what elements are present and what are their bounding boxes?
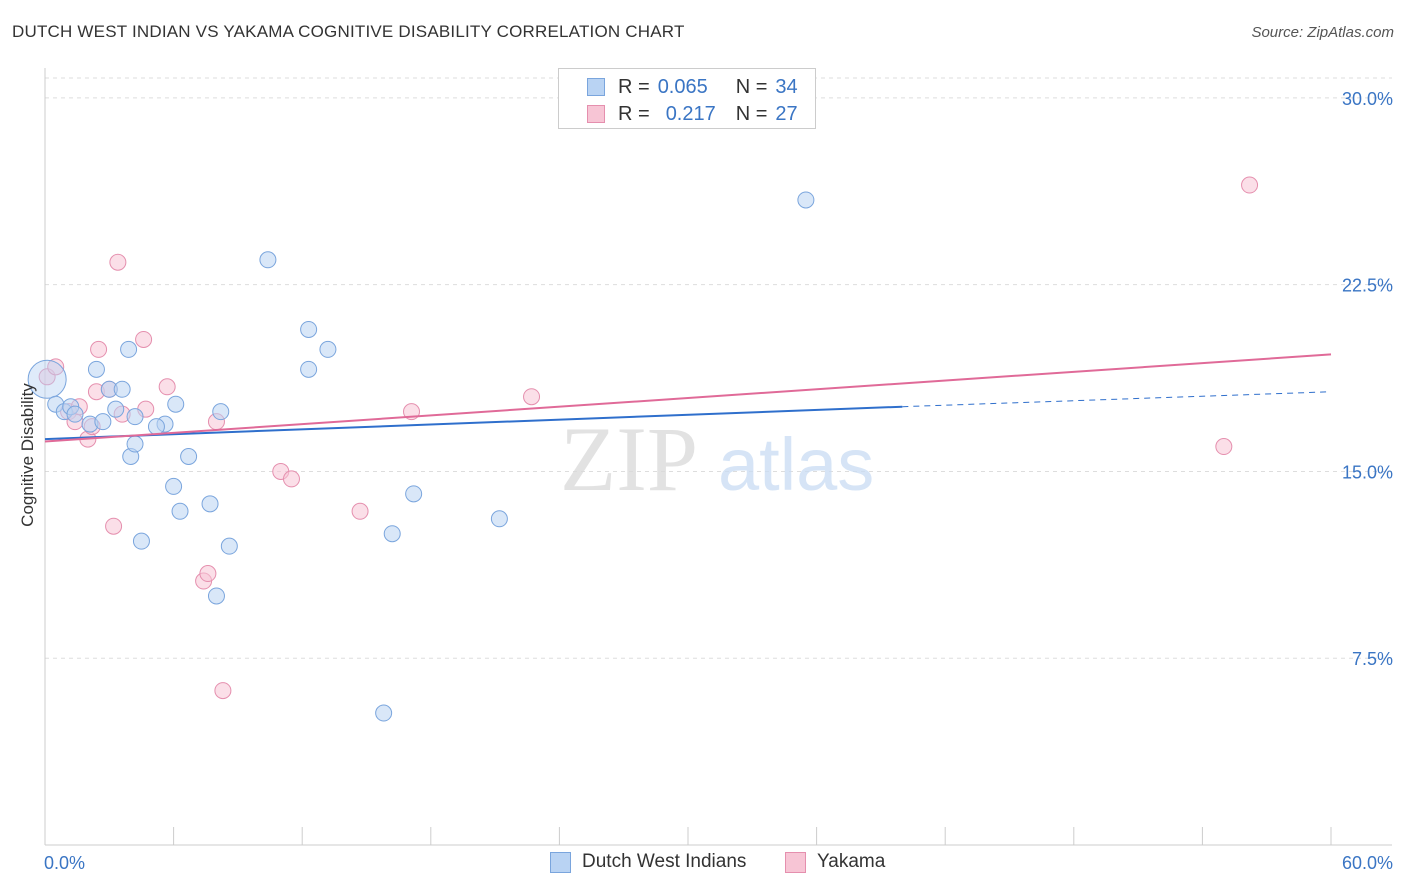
legend-n-label: N = xyxy=(735,75,768,98)
watermark: ZIP atlas xyxy=(560,408,874,510)
yakama-point xyxy=(351,502,369,520)
legend-item-dutch-west-indians: Dutch West Indians xyxy=(550,851,746,873)
yakama-point xyxy=(109,253,127,271)
y-tick-label: 15.0% xyxy=(1342,462,1393,482)
yakama-point xyxy=(1241,176,1259,194)
dutch-west-indian-point xyxy=(120,340,138,358)
yakama-point xyxy=(105,517,123,535)
legend-r-label: R = xyxy=(618,102,650,125)
watermark-zip: ZIP xyxy=(560,408,698,510)
dutch-west-indian-point xyxy=(220,537,238,555)
dutch-west-indian-point xyxy=(132,532,150,550)
dutch-west-indian-point xyxy=(797,191,815,209)
legend-row-yakama: R = 0.217 N = 27 xyxy=(559,100,798,128)
dutch-west-indian-point xyxy=(259,251,277,269)
y-axis-title: Cognitive Disability xyxy=(18,383,37,527)
legend-n-label: N = xyxy=(735,102,768,125)
yakama-point xyxy=(199,565,217,583)
legend-r-value: 0.065 xyxy=(657,75,708,98)
dutch-west-indian-point xyxy=(300,360,318,378)
legend-swatch-dutch xyxy=(587,78,605,96)
tick-labels: 7.5% 15.0% 22.5% 30.0% 0.0% 60.0% xyxy=(44,89,1393,873)
x-tick-label: 60.0% xyxy=(1342,853,1393,873)
legend-r-label: R = xyxy=(618,75,650,98)
dutch-west-indian-points xyxy=(27,191,815,722)
dutch-west-indian-point xyxy=(383,525,401,543)
yakama-point xyxy=(523,388,541,406)
yakama-point xyxy=(1215,438,1233,456)
dutch-west-indian-point xyxy=(94,413,112,431)
legend-row-dutch: R = 0.065 N = 34 xyxy=(559,73,798,101)
dutch-west-indian-point xyxy=(300,320,318,338)
yakama-trend-line xyxy=(44,353,1332,443)
dutch-west-indian-point xyxy=(66,405,84,423)
watermark-atlas: atlas xyxy=(718,423,874,506)
dutch-west-indian-point xyxy=(126,408,144,426)
yakama-point xyxy=(135,330,153,348)
y-tick-label: 7.5% xyxy=(1352,649,1393,669)
dutch-west-indian-point xyxy=(171,502,189,520)
legend-swatch-yakama xyxy=(785,851,806,873)
legend-n-value: 27 xyxy=(775,102,798,125)
dutch-trend-extension xyxy=(902,391,1332,408)
y-tick-label: 22.5% xyxy=(1342,276,1393,296)
dutch-west-indian-point xyxy=(319,340,337,358)
dutch-west-indian-point xyxy=(27,359,67,399)
axes xyxy=(44,68,1392,846)
dutch-west-indian-point xyxy=(87,360,105,378)
dutch-west-indian-point xyxy=(167,395,185,413)
y-tick-label: 30.0% xyxy=(1342,89,1393,109)
source-label: Source: ZipAtlas.com xyxy=(1251,24,1394,41)
dutch-west-indian-point xyxy=(113,380,131,398)
trend-lines xyxy=(44,353,1332,443)
yakama-point xyxy=(282,470,300,488)
legend-item-yakama: Yakama xyxy=(785,851,885,873)
yakama-point xyxy=(214,682,232,700)
dutch-west-indian-point xyxy=(201,495,219,513)
dutch-west-indian-point xyxy=(165,477,183,495)
yakama-point xyxy=(90,340,108,358)
grid-lines xyxy=(45,77,1392,659)
dutch-west-indian-point xyxy=(207,587,225,605)
x-tick-label: 0.0% xyxy=(44,853,85,873)
chart-title: DUTCH WEST INDIAN VS YAKAMA COGNITIVE DI… xyxy=(12,22,685,41)
dutch-west-indian-point xyxy=(147,418,165,436)
legend-n-value: 34 xyxy=(775,75,798,98)
dutch-west-indian-point xyxy=(126,435,144,453)
dutch-west-indian-point xyxy=(107,400,125,418)
yakama-point xyxy=(47,358,65,376)
series-legend: Dutch West Indians Yakama xyxy=(0,851,1406,877)
dutch-trend-line xyxy=(44,405,903,441)
legend-r-value: 0.217 xyxy=(665,102,716,125)
dutch-west-indian-point xyxy=(180,448,198,465)
correlation-legend: R = 0.065 N = 34 R = 0.217 N = 27 xyxy=(558,68,816,129)
legend-swatch-yakama xyxy=(587,105,605,123)
legend-label-yakama: Yakama xyxy=(817,851,886,872)
legend-label-dutch-west-indians: Dutch West Indians xyxy=(582,851,747,872)
dutch-west-indian-point xyxy=(375,704,393,722)
dutch-west-indian-point xyxy=(490,510,508,528)
legend-swatch-dutch xyxy=(550,851,571,873)
yakama-point xyxy=(158,378,176,396)
dutch-west-indian-point xyxy=(212,403,230,421)
dutch-west-indian-point xyxy=(405,485,423,503)
